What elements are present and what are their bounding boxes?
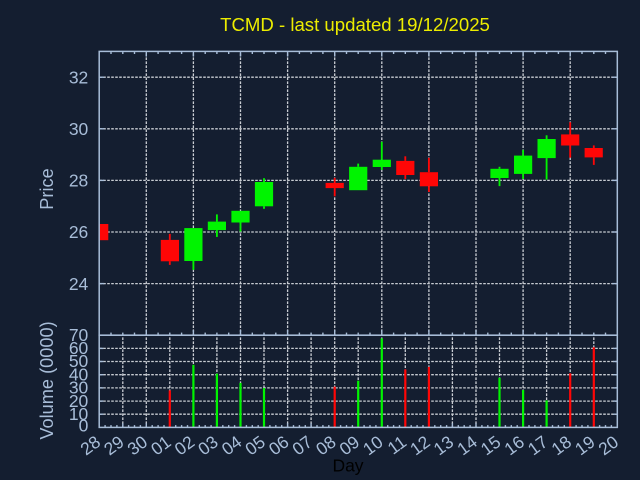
svg-text:60: 60 <box>69 338 89 358</box>
svg-text:70: 70 <box>69 325 89 345</box>
svg-text:20: 20 <box>69 391 89 411</box>
svg-text:Volume (0000): Volume (0000) <box>37 321 57 439</box>
svg-text:30: 30 <box>69 378 89 398</box>
svg-text:10: 10 <box>69 404 89 424</box>
svg-text:TCMD - last updated 19/12/2025: TCMD - last updated 19/12/2025 <box>220 14 490 35</box>
svg-text:28: 28 <box>69 171 88 191</box>
svg-text:30: 30 <box>69 119 89 139</box>
svg-text:26: 26 <box>69 222 88 242</box>
svg-text:50: 50 <box>69 351 89 371</box>
svg-text:24: 24 <box>69 274 89 294</box>
svg-text:0: 0 <box>79 415 89 435</box>
svg-text:32: 32 <box>69 67 88 87</box>
svg-text:40: 40 <box>69 364 89 384</box>
svg-text:Price: Price <box>37 168 57 209</box>
svg-text:Day: Day <box>332 456 363 476</box>
